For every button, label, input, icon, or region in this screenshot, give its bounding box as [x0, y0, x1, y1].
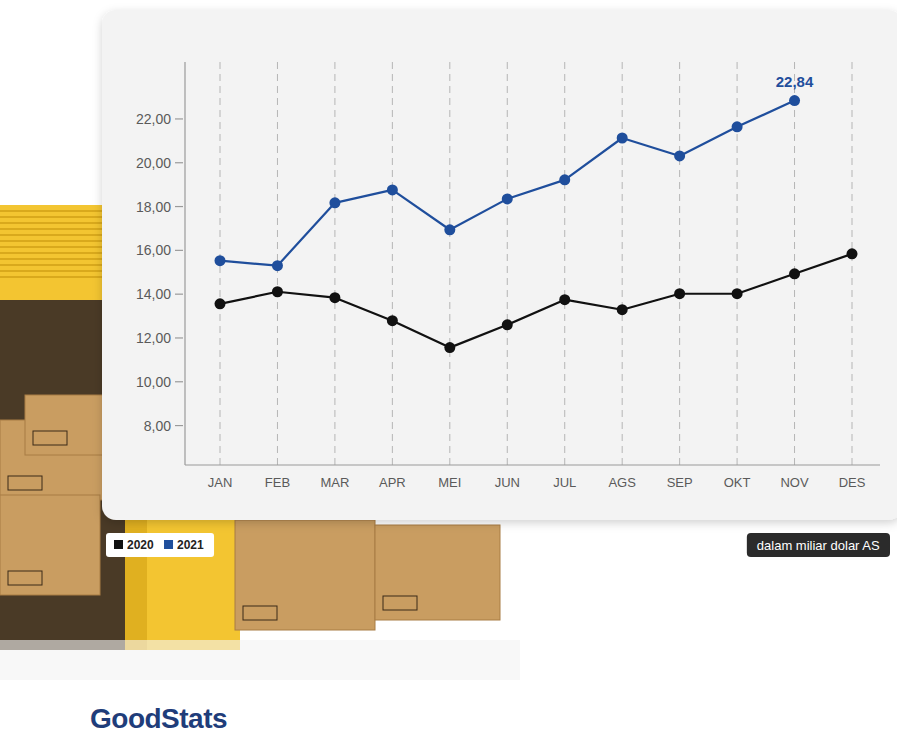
point: [789, 268, 800, 279]
box-symbol: [243, 606, 277, 620]
box: [0, 495, 100, 595]
y-tick: [175, 118, 183, 119]
x-tick-label: NOV: [780, 475, 809, 490]
x-tick-label: DES: [839, 475, 866, 490]
point: [559, 294, 570, 305]
point: [674, 288, 685, 299]
data-label: 22,84: [776, 73, 814, 90]
series-line: [220, 101, 795, 266]
point: [559, 174, 570, 185]
y-tick: [175, 381, 183, 382]
point: [617, 133, 628, 144]
grid-line: [852, 62, 853, 465]
series-line: [220, 254, 852, 348]
point: [732, 121, 743, 132]
x-tick-label: APR: [379, 475, 406, 490]
y-tick-label: 12,00: [136, 330, 171, 346]
x-tick-label: MEI: [438, 475, 461, 490]
point: [847, 248, 858, 259]
y-tick-label: 10,00: [136, 374, 171, 390]
chart-root: 8,00 10,00 12,00 14,00 16,00 18,00 20,00 22,00 J…: [0, 0, 897, 744]
legend: 2020 2021: [106, 533, 214, 557]
legend-swatch: [114, 540, 123, 549]
grid-line: [507, 62, 508, 465]
legend-swatch: [164, 540, 173, 549]
series-group: [215, 95, 858, 353]
y-tick: [175, 425, 183, 426]
box-symbol: [8, 476, 42, 490]
point: [502, 193, 513, 204]
box-symbol: [33, 431, 67, 445]
legend-label: 2020: [127, 538, 154, 552]
grid-line: [622, 62, 623, 465]
grid-line: [564, 62, 565, 465]
unit-note: dalam miliar dolar AS: [757, 538, 880, 553]
point: [444, 224, 455, 235]
point: [617, 304, 628, 315]
x-tick-label: JUN: [495, 475, 520, 490]
y-tick-label: 20,00: [136, 155, 171, 171]
unit-note-background: [747, 533, 890, 557]
box-symbol: [8, 571, 42, 585]
point: [732, 288, 743, 299]
x-tick-label: AGS: [608, 475, 636, 490]
y-axis: [184, 62, 185, 465]
grid-line: [449, 62, 450, 465]
y-tick: [175, 206, 183, 207]
y-tick: [175, 294, 183, 295]
point: [329, 197, 340, 208]
x-tick-label: MAR: [320, 475, 349, 490]
box: [25, 395, 105, 455]
grid-line: [794, 62, 795, 465]
y-tick-label: 18,00: [136, 199, 171, 215]
y-tick: [175, 250, 183, 251]
point: [502, 319, 513, 330]
point: [272, 260, 283, 271]
x-tick-label: JAN: [208, 475, 233, 490]
point: [444, 342, 455, 353]
y-tick: [175, 162, 183, 163]
card: [102, 10, 897, 520]
x-tick-label: OKT: [724, 475, 751, 490]
logo: GoodStats: [90, 703, 227, 734]
box-symbol: [383, 596, 417, 610]
box: [375, 525, 500, 620]
y-tick: [175, 337, 183, 338]
x-tick-label: SEP: [667, 475, 693, 490]
x-tick-label: FEB: [265, 475, 290, 490]
point: [387, 184, 398, 195]
y-tick-label: 16,00: [136, 242, 171, 258]
x-tick-label: JUL: [553, 475, 576, 490]
grid-line: [392, 62, 393, 465]
grid-line: [334, 62, 335, 465]
y-tick-label: 8,00: [144, 418, 171, 434]
box: [235, 520, 375, 630]
y-tick-label: 22,00: [136, 111, 171, 127]
floor-reflection: [0, 640, 520, 680]
point: [387, 315, 398, 326]
point: [215, 298, 226, 309]
legend-background: [106, 533, 214, 557]
y-tick-label: 14,00: [136, 286, 171, 302]
point: [329, 292, 340, 303]
point: [215, 255, 226, 266]
grid-line: [679, 62, 680, 465]
point: [272, 286, 283, 297]
x-axis: [185, 464, 880, 465]
legend-label: 2021: [177, 538, 204, 552]
point: [789, 95, 800, 106]
point: [674, 150, 685, 161]
